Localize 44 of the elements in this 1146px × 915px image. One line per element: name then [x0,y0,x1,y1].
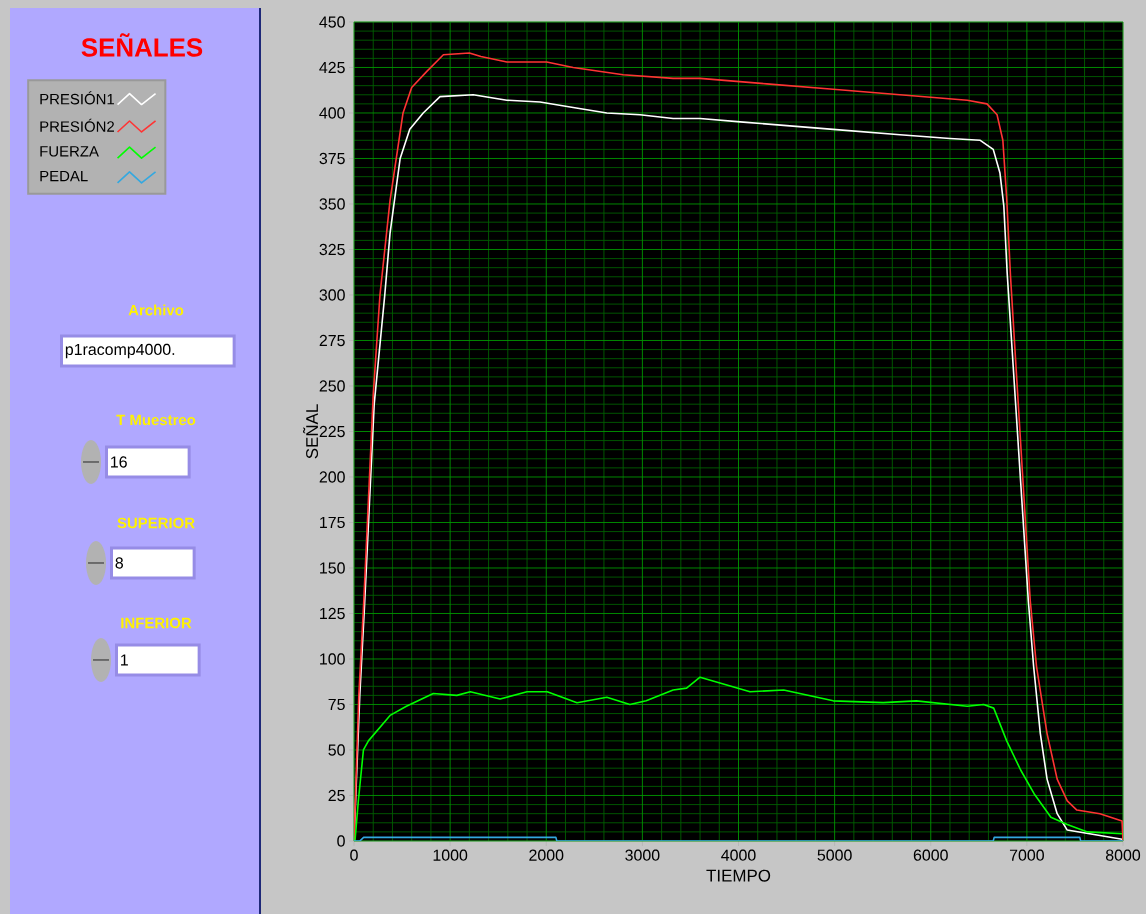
y-tick-label: 250 [319,380,345,392]
text: Archivo [128,304,184,316]
y-tick-label: 75 [328,698,345,711]
x-tick-label: 3000 [625,849,660,861]
legend-label: PRESIÓN1 [40,91,115,105]
text: 16 [111,456,127,468]
x-tick-label: 4000 [721,849,756,861]
x-tick-label: 7000 [1009,849,1044,861]
y-tick-label: 375 [319,152,345,165]
text: INFERIOR [121,617,192,629]
text: 1 [121,654,128,666]
y-tick-label: 325 [319,243,345,256]
x-tick-label: 0 [350,849,358,861]
y-tick-label: 225 [319,425,345,438]
y-axis-title: SEÑAL [303,404,319,459]
y-tick-label: 450 [319,16,345,28]
y-tick-label: 350 [319,198,345,210]
x-tick-label: 2000 [529,849,564,861]
y-tick-label: 300 [319,289,345,301]
y-tick-label: 0 [337,835,345,847]
y-tick-label: 175 [320,516,345,529]
y-tick-label: 425 [319,61,345,74]
legend-title: SEÑALES [81,33,203,57]
line-series [354,676,1123,841]
legend-label: PEDAL [40,170,88,182]
y-tick-label: 150 [320,562,345,574]
x-tick-label: 1000 [433,849,468,861]
legend-label: FUERZA [40,146,99,157]
text: T Muestreo [116,414,196,426]
x-axis-title: TIEMPO [706,869,771,882]
x-tick-label: 5000 [817,849,852,861]
legend-label: PRESIÓN2 [40,118,114,132]
y-tick-label: 400 [319,107,345,119]
x-tick-label: 8000 [1105,849,1141,861]
y-tick-label: 125 [320,607,345,620]
x-tick-label: 6000 [913,849,948,861]
text: 8 [115,557,123,569]
y-tick-label: 50 [328,744,345,756]
y-tick-label: 25 [328,789,345,802]
text: p1racomp4000. [65,343,175,359]
text: SUPERIOR [117,517,195,529]
y-tick-label: 100 [320,653,345,665]
y-tick-label: 275 [319,334,345,347]
y-tick-label: 200 [319,471,345,483]
